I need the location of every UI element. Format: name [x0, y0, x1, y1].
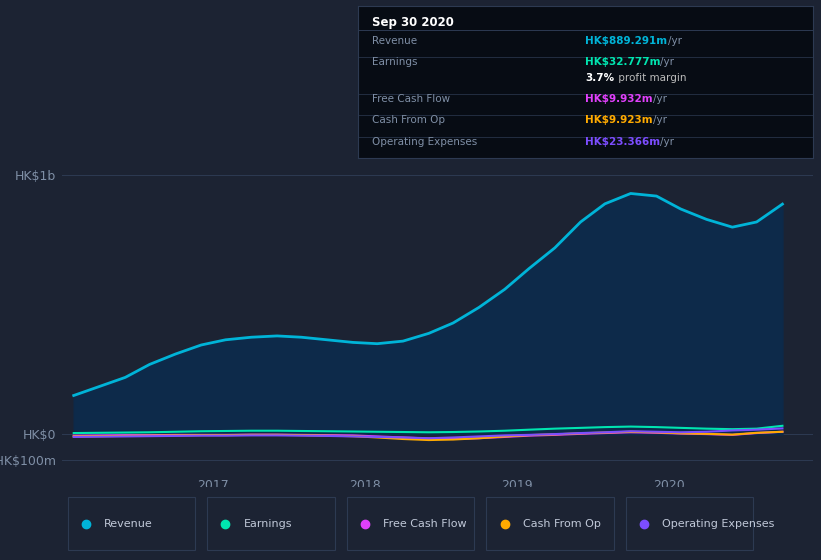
FancyBboxPatch shape — [208, 497, 335, 550]
Text: Sep 30 2020: Sep 30 2020 — [372, 16, 453, 29]
Text: Earnings: Earnings — [244, 519, 292, 529]
FancyBboxPatch shape — [68, 497, 195, 550]
FancyBboxPatch shape — [347, 497, 475, 550]
Text: Free Cash Flow: Free Cash Flow — [372, 94, 450, 104]
Text: /yr: /yr — [660, 137, 674, 147]
Text: /yr: /yr — [653, 94, 667, 104]
Text: HK$23.366m: HK$23.366m — [585, 137, 661, 147]
Text: Revenue: Revenue — [372, 36, 417, 46]
Text: profit margin: profit margin — [616, 73, 687, 83]
Text: Operating Expenses: Operating Expenses — [372, 137, 477, 147]
Text: HK$9.932m: HK$9.932m — [585, 94, 653, 104]
Text: Revenue: Revenue — [103, 519, 153, 529]
Text: /yr: /yr — [653, 115, 667, 125]
Text: Operating Expenses: Operating Expenses — [662, 519, 774, 529]
Text: Free Cash Flow: Free Cash Flow — [383, 519, 466, 529]
Text: Earnings: Earnings — [372, 57, 417, 67]
Text: 3.7%: 3.7% — [585, 73, 614, 83]
Text: HK$32.777m: HK$32.777m — [585, 57, 661, 67]
FancyBboxPatch shape — [626, 497, 754, 550]
Text: /yr: /yr — [668, 36, 682, 46]
Text: Cash From Op: Cash From Op — [523, 519, 600, 529]
Text: Cash From Op: Cash From Op — [372, 115, 445, 125]
Text: HK$9.923m: HK$9.923m — [585, 115, 653, 125]
FancyBboxPatch shape — [487, 497, 614, 550]
Text: /yr: /yr — [660, 57, 674, 67]
Text: HK$889.291m: HK$889.291m — [585, 36, 667, 46]
